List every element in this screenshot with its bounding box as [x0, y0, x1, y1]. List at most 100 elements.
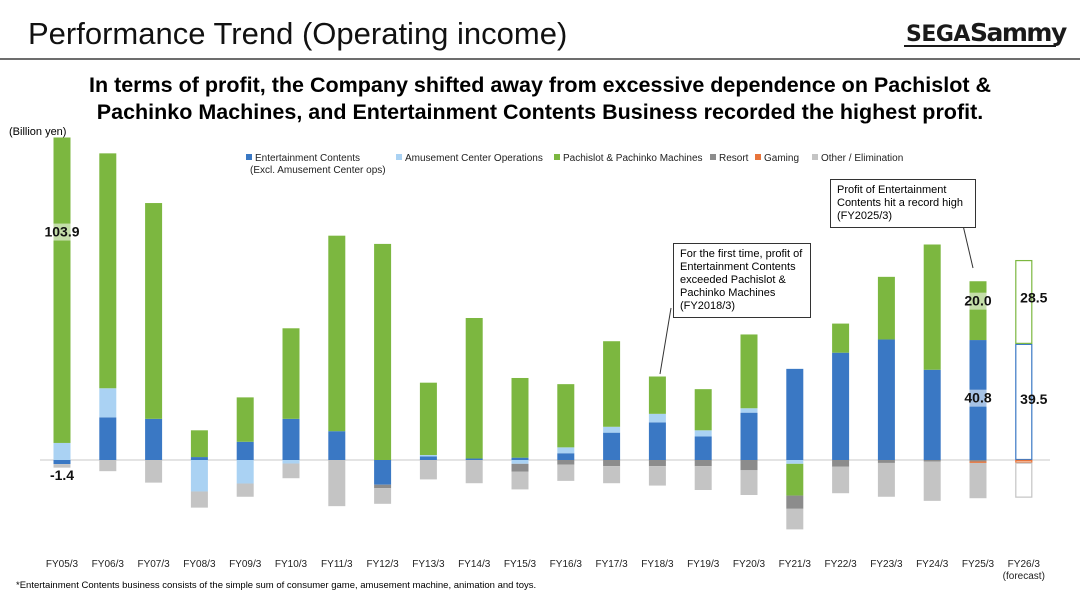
bar-other-elimination-fy26-3: [1015, 462, 1033, 498]
x-tick-fy15-3: FY15/3: [504, 559, 537, 570]
x-tick-fy22-3: FY22/3: [824, 559, 857, 570]
bar-other-elimination-fy20-3: [740, 470, 758, 495]
bar-amusement-center-operations-fy16-3: [557, 447, 575, 454]
legend-swatch: [554, 154, 560, 160]
bar-other-elimination-fy10-3: [282, 463, 300, 479]
bar-entertainment-contents-fy22-3: [832, 352, 850, 460]
bar-resort-fy12-3: [374, 484, 392, 489]
legend-label: Entertainment Contents: [255, 153, 361, 164]
bar-entertainment-contents-fy18-3: [648, 422, 666, 460]
x-tick-fy20-3: FY20/3: [733, 559, 766, 570]
legend-label: Other / Elimination: [821, 153, 904, 164]
x-tick-fy06-3: FY06/3: [92, 559, 125, 570]
bar-pachislot-pachinko-machines-fy22-3: [832, 323, 850, 353]
data-label-pachislot-pachinko-machines-fy25-3: 20.0: [964, 293, 991, 309]
bar-resort-fy23-3: [877, 460, 895, 463]
x-tick-fy26-3: FY26/3: [1008, 559, 1041, 570]
data-label-bg-fy05-3: [42, 223, 82, 241]
bar-amusement-center-operations-fy18-3: [648, 413, 666, 423]
legend-label: Resort: [719, 153, 749, 164]
bar-resort-fy15-3: [511, 463, 529, 472]
bar-other-elimination-fy07-3: [145, 460, 163, 483]
bar-amusement-center-operations-fy10-3: [282, 460, 300, 464]
x-tick-fy25-3: FY25/3: [962, 559, 995, 570]
bar-pachislot-pachinko-machines-fy18-3: [648, 376, 666, 414]
bar-pachislot-pachinko-machines-fy08-3: [190, 430, 208, 458]
bar-pachislot-pachinko-machines-fy14-3: [465, 317, 483, 459]
bar-entertainment-contents-fy11-3: [328, 431, 346, 460]
bar-other-elimination-fy11-3: [328, 460, 346, 507]
bar-amusement-center-operations-fy09-3: [236, 460, 254, 484]
bar-other-elimination-fy21-3: [786, 508, 804, 530]
x-tick-fy24-3: FY24/3: [916, 559, 949, 570]
company-logo: SEGASammy: [906, 18, 1067, 47]
legend-item-pachislot-pachinko: Pachislot & Pachinko Machines: [554, 153, 703, 164]
bar-pachislot-pachinko-machines-fy19-3: [694, 389, 712, 431]
bar-pachislot-pachinko-machines-fy12-3: [374, 243, 392, 460]
x-tick-fy08-3: FY08/3: [183, 559, 216, 570]
bar-resort-fy25-3: [969, 460, 987, 462]
bar-other-elimination-fy25-3: [969, 462, 987, 499]
bar-pachislot-pachinko-machines-fy05-3: [53, 137, 71, 443]
bar-other-elimination-fy05-3: [53, 464, 71, 468]
bar-entertainment-contents-fy24-3: [923, 369, 941, 460]
bar-amusement-center-operations-fy19-3: [694, 430, 712, 437]
bar-other-elimination-fy24-3: [923, 461, 941, 501]
bar-other-elimination-fy14-3: [465, 460, 483, 484]
bar-pachislot-pachinko-machines-fy15-3: [511, 377, 529, 458]
bar-pachislot-pachinko-machines-fy16-3: [557, 384, 575, 448]
bar-other-elimination-fy06-3: [99, 460, 117, 472]
x-tick-fy21-3: FY21/3: [779, 559, 812, 570]
bar-entertainment-contents-fy26-3: [1015, 343, 1033, 461]
callout-first-pointer: [659, 307, 672, 375]
bar-entertainment-contents-fy06-3: [99, 417, 117, 460]
bar-resort-fy19-3: [694, 460, 712, 467]
bar-pachislot-pachinko-machines-fy11-3: [328, 235, 346, 432]
bar-entertainment-contents-fy21-3: [786, 368, 804, 460]
bar-pachislot-pachinko-machines-fy21-3: [786, 463, 804, 496]
bar-pachislot-pachinko-machines-fy26-3: [1015, 259, 1033, 344]
bar-pachislot-pachinko-machines-fy13-3: [419, 382, 437, 456]
data-label-entertainment-contents-fy05-3: -1.4: [50, 467, 74, 483]
bar-gaming-fy25-3: [969, 461, 987, 463]
legend-item-entertainment-contents: Entertainment Contents: [246, 153, 360, 164]
bar-entertainment-contents-fy16-3: [557, 453, 575, 460]
bar-other-elimination-fy22-3: [832, 466, 850, 494]
bar-entertainment-contents-fy09-3: [236, 441, 254, 460]
bar-amusement-center-operations-fy20-3: [740, 408, 758, 413]
logo-sega-text: SEGA: [906, 22, 970, 47]
bar-other-elimination-fy13-3: [419, 460, 437, 480]
logo-underline: [904, 45, 1056, 47]
bar-other-elimination-fy16-3: [557, 464, 575, 481]
bar-pachislot-pachinko-machines-fy25-3: [969, 281, 987, 341]
x-tick-fy18-3: FY18/3: [641, 559, 674, 570]
data-label-pachislot-pachinko-machines-fy26-3: 28.5: [1020, 290, 1047, 306]
bar-other-elimination-fy15-3: [511, 471, 529, 490]
bar-entertainment-contents-fy10-3: [282, 418, 300, 460]
bar-pachislot-pachinko-machines-fy09-3: [236, 397, 254, 442]
bar-amusement-center-operations-fy21-3: [786, 460, 804, 464]
x-tick-fy14-3: FY14/3: [458, 559, 491, 570]
callout-record-pointer: [961, 220, 974, 269]
page-title: Performance Trend (Operating income): [28, 16, 568, 51]
data-label-bg-fy25-3: [958, 389, 998, 407]
footnote: *Entertainment Contents business consist…: [16, 580, 537, 591]
x-tick-fy05-3: FY05/3: [46, 559, 79, 570]
bar-resort-fy20-3: [740, 460, 758, 471]
bar-entertainment-contents-fy14-3: [465, 458, 483, 460]
bar-resort-fy24-3: [923, 460, 941, 462]
bar-pachislot-pachinko-machines-fy07-3: [145, 203, 163, 419]
legend-swatch: [246, 154, 252, 160]
bar-pachislot-pachinko-machines-fy24-3: [923, 244, 941, 370]
bar-other-elimination-fy09-3: [236, 483, 254, 497]
x-tick-fy11-3: FY11/3: [321, 559, 353, 570]
legend-label: Pachislot & Pachinko Machines: [563, 153, 703, 164]
bar-pachislot-pachinko-machines-fy06-3: [99, 153, 117, 389]
legend-item-gaming: Gaming: [755, 153, 799, 164]
x-tick-fy12-3: FY12/3: [366, 559, 399, 570]
bar-entertainment-contents-fy05-3: [53, 460, 71, 465]
bar-entertainment-contents-fy19-3: [694, 436, 712, 460]
bar-resort-fy22-3: [832, 460, 850, 467]
x-tick-fy07-3: FY07/3: [137, 559, 170, 570]
